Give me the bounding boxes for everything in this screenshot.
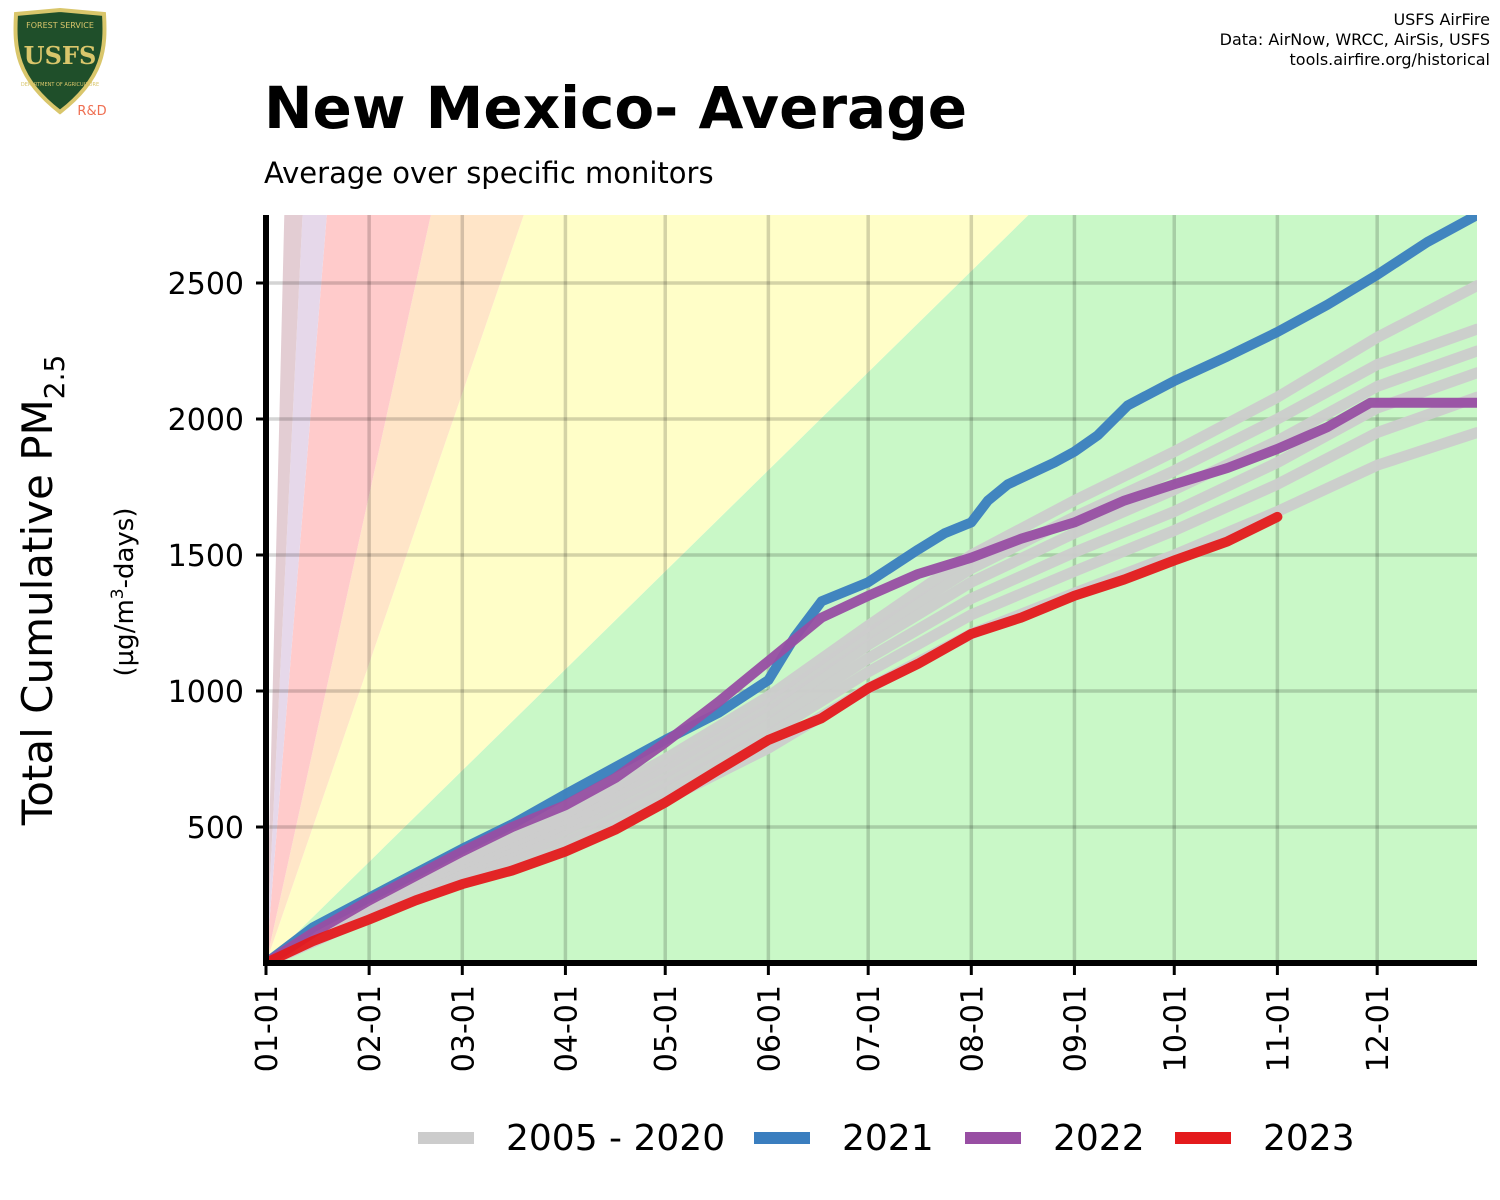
x-tick-label: 06-01 xyxy=(752,985,787,1072)
legend-swatch xyxy=(1175,1132,1231,1144)
x-tick-label: 02-01 xyxy=(353,985,388,1072)
aqi-band xyxy=(266,215,524,963)
legend-item: 2022 xyxy=(965,1110,1145,1166)
legend-label: 2023 xyxy=(1263,1117,1355,1159)
y-axis-title-main: Total Cumulative PM xyxy=(13,399,62,826)
credit-line: tools.airfire.org/historical xyxy=(1289,50,1490,69)
x-tick-label: 07-01 xyxy=(852,985,887,1072)
chart-title: New Mexico- Average xyxy=(264,74,968,142)
y-tick-label: 500 xyxy=(187,811,244,846)
y-axis-unit: (µg/m3-days) xyxy=(108,507,140,676)
y-tick-label: 2000 xyxy=(168,403,244,438)
x-tick-label: 01-01 xyxy=(250,985,285,1072)
y-axis-title: Total Cumulative PM2.5 xyxy=(13,355,71,827)
legend: 2005 - 2020 2021 2022 2023 xyxy=(0,1110,1500,1166)
legend-swatch xyxy=(754,1132,810,1144)
y-axis-unit-pre: (µg/m xyxy=(110,599,140,676)
logo-letters: USFS xyxy=(24,41,97,70)
y-tick-label: 1500 xyxy=(168,539,244,574)
x-tick-label: 08-01 xyxy=(955,985,990,1072)
aqi-band xyxy=(266,215,1029,963)
x-tick-label: 03-01 xyxy=(446,985,481,1072)
y-tick-label: 1000 xyxy=(168,675,244,710)
y-axis-unit-post: -days) xyxy=(110,507,140,588)
y-axis-title-subscript: 2.5 xyxy=(38,355,71,400)
legend-label: 2005 - 2020 xyxy=(506,1117,726,1159)
legend-label: 2021 xyxy=(842,1117,934,1159)
chart-subtitle: Average over specific monitors xyxy=(264,156,714,190)
legend-item: 2023 xyxy=(1175,1110,1355,1166)
logo-bottom-text: DEPARTMENT OF AGRICULTURE xyxy=(21,82,99,88)
logo-top-text: FOREST SERVICE xyxy=(26,21,94,30)
series-line-2022 xyxy=(266,397,1477,963)
x-tick-label: 10-01 xyxy=(1158,985,1193,1072)
credit-line: USFS AirFire xyxy=(1393,10,1490,29)
legend-swatch xyxy=(418,1132,474,1144)
y-axis-unit-sup: 3 xyxy=(108,588,128,599)
x-tick-label: 09-01 xyxy=(1058,985,1093,1072)
series-line-2023 xyxy=(266,511,1283,963)
series-line-2005-2020 xyxy=(266,280,1477,963)
x-tick-label: 04-01 xyxy=(549,985,584,1072)
x-tick-label: 12-01 xyxy=(1361,985,1396,1072)
usfs-shield-icon xyxy=(13,8,107,115)
y-tick-label: 2500 xyxy=(168,267,244,302)
usfs-logo: FOREST SERVICE USFS DEPARTMENT OF AGRICU… xyxy=(13,8,107,119)
legend-swatch xyxy=(965,1132,1021,1144)
credit-line: Data: AirNow, WRCC, AirSis, USFS xyxy=(1219,30,1490,49)
x-tick-label: 05-01 xyxy=(649,985,684,1072)
logo-badge: R&D xyxy=(77,104,106,119)
legend-item: 2021 xyxy=(754,1110,934,1166)
aqi-band xyxy=(266,215,327,963)
legend-label: 2022 xyxy=(1053,1117,1145,1159)
aqi-band xyxy=(266,215,303,963)
credits: USFS AirFire Data: AirNow, WRCC, AirSis,… xyxy=(1220,10,1490,70)
aqi-band xyxy=(266,215,431,963)
legend-item: 2005 - 2020 xyxy=(418,1110,725,1166)
x-tick-label: 11-01 xyxy=(1261,985,1296,1072)
